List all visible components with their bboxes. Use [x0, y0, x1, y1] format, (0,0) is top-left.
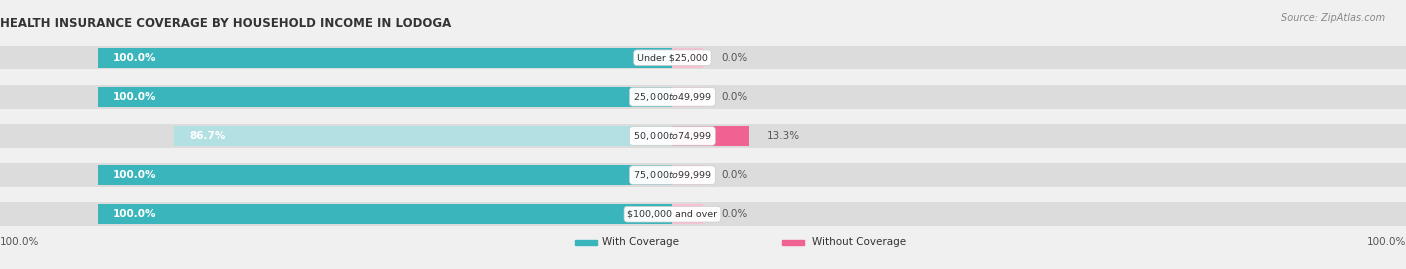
Text: 100.0%: 100.0% [1367, 238, 1406, 247]
Text: 100.0%: 100.0% [112, 209, 156, 219]
Text: 0.0%: 0.0% [721, 209, 748, 219]
Text: $25,000 to $49,999: $25,000 to $49,999 [633, 91, 711, 103]
Text: $50,000 to $74,999: $50,000 to $74,999 [633, 130, 711, 142]
Text: 100.0%: 100.0% [112, 92, 156, 102]
Text: Source: ZipAtlas.com: Source: ZipAtlas.com [1281, 13, 1385, 23]
Text: $100,000 and over: $100,000 and over [627, 210, 717, 219]
Bar [672, 48, 703, 68]
Bar [98, 87, 672, 107]
Bar [0, 85, 1406, 109]
Bar [672, 165, 703, 185]
Bar [174, 126, 672, 146]
Text: 100.0%: 100.0% [112, 170, 156, 180]
Bar [672, 126, 749, 146]
Bar [672, 204, 703, 224]
Bar [783, 240, 804, 245]
Text: HEALTH INSURANCE COVERAGE BY HOUSEHOLD INCOME IN LODOGA: HEALTH INSURANCE COVERAGE BY HOUSEHOLD I… [0, 16, 451, 30]
Bar [672, 87, 703, 107]
Bar [0, 46, 1406, 69]
Bar [0, 124, 1406, 148]
Text: 0.0%: 0.0% [721, 53, 748, 63]
Bar [98, 48, 672, 68]
Text: 100.0%: 100.0% [0, 238, 39, 247]
Bar [98, 165, 672, 185]
Text: Under $25,000: Under $25,000 [637, 53, 707, 62]
Text: 0.0%: 0.0% [721, 92, 748, 102]
Bar [0, 163, 1406, 187]
Text: 100.0%: 100.0% [112, 53, 156, 63]
Text: With Coverage: With Coverage [602, 238, 679, 247]
Bar [0, 203, 1406, 226]
Text: Without Coverage: Without Coverage [811, 238, 905, 247]
Text: $75,000 to $99,999: $75,000 to $99,999 [633, 169, 711, 181]
Text: 86.7%: 86.7% [188, 131, 225, 141]
Bar [98, 204, 672, 224]
Bar [575, 240, 596, 245]
Text: 0.0%: 0.0% [721, 170, 748, 180]
Text: 13.3%: 13.3% [768, 131, 800, 141]
